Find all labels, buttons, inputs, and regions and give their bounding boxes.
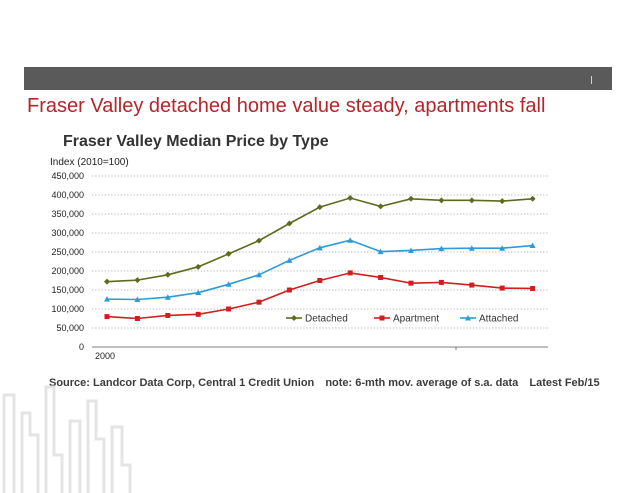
y-tick-label: 150,000	[51, 285, 84, 295]
slide-title: Fraser Valley detached home value steady…	[27, 95, 546, 117]
apartment-legend-marker	[379, 315, 385, 321]
title-bar-tick	[591, 76, 592, 84]
chart-title: Fraser Valley Median Price by Type	[63, 133, 329, 150]
apartment-point	[469, 282, 475, 288]
detached-point	[256, 237, 262, 244]
detached-point	[529, 195, 536, 202]
attached-point	[164, 294, 171, 300]
detached-point	[134, 277, 141, 284]
attached-point	[316, 244, 323, 251]
detached-point	[499, 198, 506, 205]
apartment-point	[317, 278, 323, 283]
attached-point	[225, 281, 232, 287]
detached-point	[225, 250, 232, 257]
y-tick-label: 200,000	[51, 266, 84, 276]
apartment-point	[408, 280, 414, 286]
detached-series-line	[106, 197, 533, 283]
apartment-point	[347, 270, 353, 276]
apartment-point	[226, 306, 232, 312]
attached-point	[134, 296, 141, 302]
attached-point	[468, 245, 475, 251]
y-tick-labels: 0 50,000 100,000 150,000 200,000 250,000 300,0…	[51, 171, 84, 352]
detached-point	[104, 278, 110, 285]
apartment-point	[165, 312, 171, 318]
apartment-point	[104, 314, 110, 320]
attached-point	[347, 237, 354, 243]
source-line: Source: Landcor Data Corp, Central 1 Cre…	[49, 377, 600, 389]
apartment-point	[530, 285, 536, 291]
y-tick-label: 400,000	[51, 190, 84, 200]
attached-point	[529, 242, 536, 249]
detached-legend-marker	[291, 315, 297, 321]
y-axis-label: Index (2010=100)	[50, 157, 129, 168]
decorative-logo-pattern	[2, 385, 132, 493]
source-latest: Latest Feb/15	[529, 377, 600, 389]
apartment-point	[438, 279, 444, 285]
detached-point	[316, 204, 323, 211]
detached-point	[468, 197, 475, 204]
x-axis: 2000	[92, 346, 548, 361]
attached-point	[195, 289, 202, 296]
attached-point	[499, 245, 506, 251]
apartment-point	[134, 316, 140, 321]
detached-point	[164, 271, 171, 278]
detached-point	[347, 195, 354, 202]
detached-legend-label: Detached	[305, 314, 348, 325]
apartment-point	[195, 311, 201, 317]
series-layer	[104, 195, 536, 321]
y-tick-label: 250,000	[51, 247, 84, 257]
apartment-legend-label: Apartment	[393, 314, 439, 325]
legend: Detached Apartment Attached	[286, 314, 518, 325]
detached-point	[195, 263, 202, 270]
apartment-point	[286, 287, 292, 293]
apartment-point	[499, 285, 505, 291]
apartment-point	[378, 274, 384, 280]
attached-point	[256, 271, 262, 278]
attached-legend-label: Attached	[479, 314, 518, 325]
y-tick-label: 100,000	[51, 304, 84, 314]
source-note: note: 6-mth mov. average of s.a. data	[325, 377, 519, 389]
attached-point	[438, 245, 445, 252]
detached-point	[408, 195, 414, 202]
apartment-point	[256, 299, 262, 305]
attached-point	[377, 248, 384, 255]
y-tick-label: 450,000	[51, 171, 84, 181]
source-text: Source: Landcor Data Corp, Central 1 Cre…	[49, 377, 315, 389]
gridlines	[92, 175, 548, 329]
detached-point	[286, 220, 293, 227]
title-bar	[24, 67, 612, 90]
y-tick-label: 300,000	[51, 228, 84, 238]
y-tick-label: 350,000	[51, 209, 84, 219]
attached-point	[286, 257, 293, 263]
x-tick-label: 2000	[95, 351, 115, 361]
detached-point	[377, 203, 384, 210]
attached-point	[104, 296, 110, 302]
y-tick-label: 50,000	[56, 323, 84, 333]
attached-point	[408, 247, 414, 253]
y-tick-label: 0	[79, 342, 84, 352]
detached-point	[438, 197, 445, 204]
attached-legend-marker	[465, 315, 471, 321]
